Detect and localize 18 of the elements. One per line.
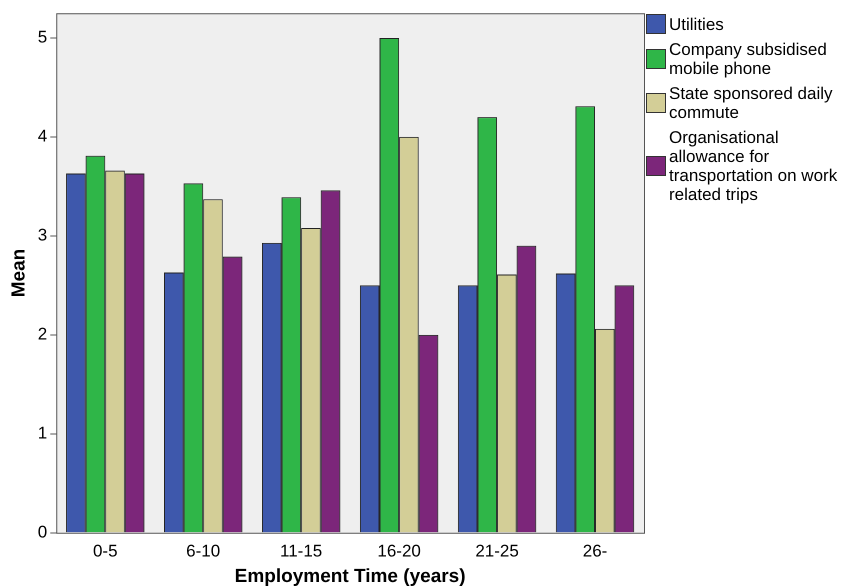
y-axis-title: Mean <box>8 248 30 298</box>
legend-label: Organisational allowance for transportation on work related trips <box>669 128 838 204</box>
y-tick-label: 4 <box>38 126 48 146</box>
legend-label: State sponsored daily commute <box>669 84 834 122</box>
y-tick-label: 0 <box>38 522 48 542</box>
x-tick-label: 16-20 <box>377 542 421 561</box>
legend-label: Company subsidised mobile phone <box>669 40 828 78</box>
x-tick-label: 6-10 <box>186 542 220 561</box>
y-tick-label: 1 <box>38 424 48 443</box>
x-tick-label: 26- <box>582 542 608 561</box>
y-tick-label: 5 <box>38 28 48 47</box>
y-tick-label: 3 <box>38 226 48 245</box>
y-tick-label: 2 <box>38 324 48 344</box>
x-tick-label: 21-25 <box>475 542 519 561</box>
x-axis-title: Employment Time (years) <box>234 566 466 587</box>
x-tick-label: 11-15 <box>280 542 322 561</box>
legend-label: Utilities <box>669 14 724 34</box>
x-tick-label: 0-5 <box>92 542 118 561</box>
